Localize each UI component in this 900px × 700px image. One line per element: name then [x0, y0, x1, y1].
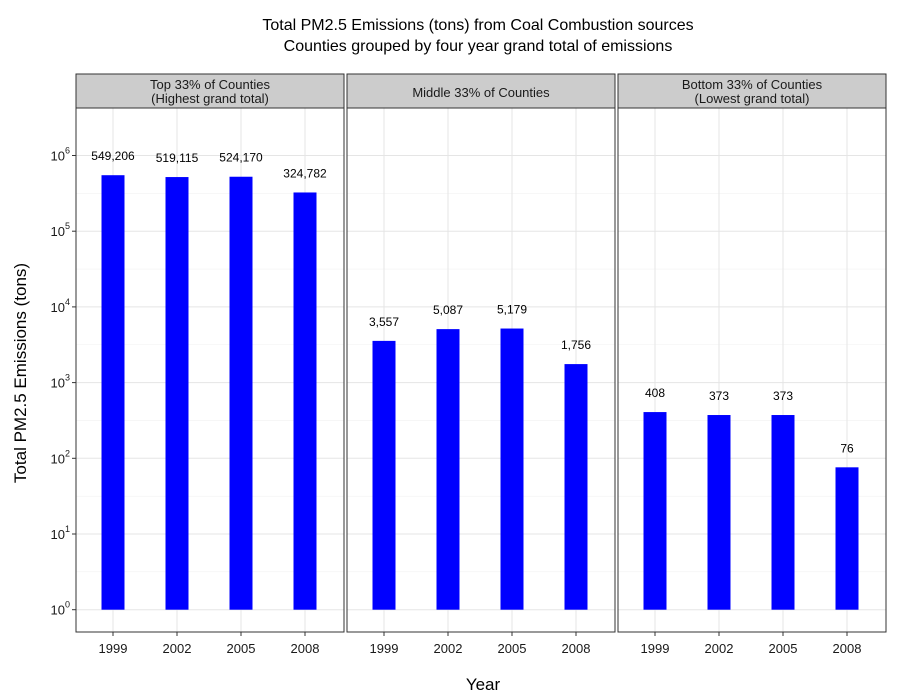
y-tick-label: 105 — [51, 221, 70, 239]
bar-data-label: 373 — [773, 389, 793, 403]
x-tick-label: 2008 — [562, 641, 591, 656]
bar-data-label: 1,756 — [561, 338, 591, 352]
facet-panels: Top 33% of Counties(Highest grand total)… — [75, 73, 887, 656]
x-axis-title: Year — [466, 675, 501, 694]
bar — [229, 176, 253, 610]
bar-data-label: 408 — [645, 386, 665, 400]
bar-data-label: 324,782 — [283, 166, 327, 180]
x-tick-label: 1999 — [641, 641, 670, 656]
bar — [293, 192, 317, 610]
x-tick-label: 2002 — [705, 641, 734, 656]
bar-data-label: 76 — [840, 441, 854, 455]
facet-panel: Top 33% of Counties(Highest grand total)… — [75, 73, 345, 656]
x-tick-label: 2008 — [291, 641, 320, 656]
facet-strip-label: Bottom 33% of Counties — [682, 77, 823, 92]
facet-strip-label: Middle 33% of Counties — [412, 85, 550, 100]
x-tick-label: 1999 — [370, 641, 399, 656]
y-tick-label: 104 — [51, 297, 70, 315]
facet-strip-label: (Highest grand total) — [151, 91, 269, 106]
x-tick-label: 2005 — [227, 641, 256, 656]
bar — [372, 340, 396, 610]
bar — [643, 412, 667, 610]
y-tick-label: 103 — [51, 373, 70, 391]
y-tick-label: 102 — [51, 448, 70, 466]
panel-border — [617, 107, 887, 633]
bar — [835, 467, 859, 610]
chart-subtitle: Counties grouped by four year grand tota… — [284, 38, 673, 55]
facet-strip-label: Top 33% of Counties — [150, 77, 270, 92]
x-tick-label: 2005 — [769, 641, 798, 656]
facet-strip-label: (Lowest grand total) — [695, 91, 810, 106]
facet-panel: Middle 33% of Counties 3,557 5,087 5,179 1,7… — [346, 73, 616, 656]
y-tick-label: 101 — [51, 524, 70, 542]
y-axis: 100 101 102 103 104 105 106 — [51, 146, 76, 618]
y-tick-label: 100 — [51, 600, 70, 618]
x-tick-label: 1999 — [99, 641, 128, 656]
panel-border — [75, 107, 345, 633]
x-tick-label: 2002 — [434, 641, 463, 656]
bar — [436, 329, 460, 610]
bar-data-label: 3,557 — [369, 315, 399, 329]
panel-border — [346, 107, 616, 633]
bar — [707, 415, 731, 610]
x-tick-label: 2002 — [163, 641, 192, 656]
bar-data-label: 373 — [709, 389, 729, 403]
y-tick-label: 106 — [51, 146, 70, 164]
x-tick-label: 2005 — [498, 641, 527, 656]
x-tick-label: 2008 — [833, 641, 862, 656]
bar — [101, 175, 125, 610]
bar-data-label: 5,087 — [433, 303, 463, 317]
chart-title: Total PM2.5 Emissions (tons) from Coal C… — [262, 17, 693, 34]
bar-data-label: 549,206 — [91, 149, 135, 163]
facet-panel: Bottom 33% of Counties(Lowest grand tota… — [617, 73, 887, 656]
facet-strip — [617, 73, 887, 109]
bar — [771, 415, 795, 610]
bar-data-label: 519,115 — [156, 151, 199, 165]
y-axis-title: Total PM2.5 Emissions (tons) — [11, 263, 30, 483]
bar-data-label: 5,179 — [497, 303, 527, 317]
bar — [165, 177, 189, 610]
bar-data-label: 524,170 — [219, 151, 263, 165]
bar — [564, 364, 588, 610]
bar — [500, 328, 524, 610]
